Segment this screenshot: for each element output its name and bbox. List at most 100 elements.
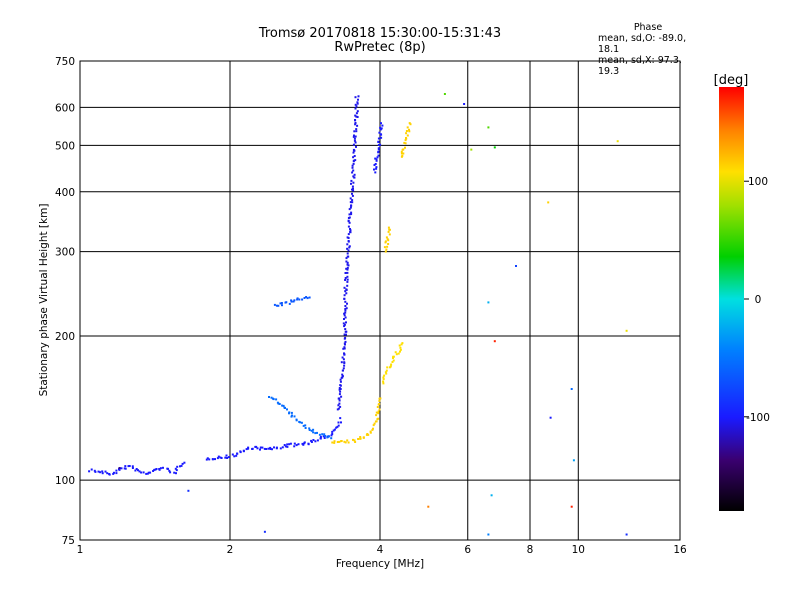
data-point [380, 133, 383, 136]
data-point [375, 411, 378, 414]
data-point [179, 465, 181, 468]
x-tick-label: 1 [77, 544, 84, 556]
data-point [283, 444, 286, 446]
data-point [344, 311, 347, 314]
data-point [347, 240, 350, 243]
data-point [233, 455, 236, 458]
data-point [175, 472, 177, 475]
data-point [346, 268, 349, 271]
data-point [408, 122, 411, 125]
data-point [310, 441, 313, 443]
data-point [350, 204, 353, 207]
data-point [271, 397, 274, 400]
data-point [112, 472, 115, 475]
data-point [341, 356, 344, 359]
data-point [326, 436, 329, 439]
data-point [279, 302, 282, 305]
data-point [377, 140, 380, 143]
data-point [408, 130, 411, 133]
data-point [225, 454, 228, 457]
data-point [547, 201, 550, 204]
data-point [352, 143, 355, 146]
data-point [379, 126, 382, 129]
data-point [328, 435, 331, 438]
data-point [357, 98, 359, 101]
x-tick-label: 2 [227, 544, 234, 556]
data-point [259, 446, 262, 449]
plot-frame [79, 60, 681, 541]
data-point [402, 148, 405, 151]
data-point [388, 233, 391, 236]
data-point [288, 302, 291, 305]
data-point [342, 358, 345, 361]
data-point [372, 427, 374, 430]
data-point [379, 143, 382, 146]
data-point [399, 348, 402, 351]
data-point [137, 469, 139, 472]
data-point [380, 122, 382, 125]
data-point [275, 398, 278, 401]
data-point [356, 101, 359, 104]
data-point [382, 380, 385, 383]
data-point [380, 136, 383, 139]
data-point [140, 471, 143, 474]
phase-legend-o-mode: mean, sd,O: -89.0, 18.1 [598, 33, 687, 55]
data-point [314, 432, 317, 435]
data-point [281, 304, 283, 307]
data-point [355, 112, 358, 115]
data-point [394, 351, 397, 354]
data-point [277, 304, 280, 307]
data-point [344, 279, 347, 281]
data-point [335, 426, 338, 429]
data-point [128, 465, 131, 467]
data-point [362, 436, 365, 439]
phase-legend-title: Phase [633, 22, 663, 33]
data-point [351, 166, 354, 169]
data-point [290, 411, 293, 414]
data-point [118, 468, 120, 471]
data-point [346, 278, 349, 281]
data-point [390, 363, 393, 366]
data-point [208, 458, 211, 461]
data-point [346, 280, 349, 283]
data-point [515, 265, 517, 267]
data-point [352, 148, 355, 151]
data-point [383, 246, 386, 249]
data-point [355, 115, 358, 118]
data-point [159, 467, 162, 470]
data-point [261, 446, 264, 449]
data-point [226, 457, 229, 459]
data-point [333, 440, 336, 443]
data-point [162, 466, 164, 469]
data-point [344, 441, 347, 444]
data-point [339, 378, 342, 381]
data-point [353, 439, 356, 442]
data-point [316, 439, 319, 442]
data-point [408, 128, 410, 131]
data-point [101, 472, 104, 475]
data-point [343, 347, 346, 350]
data-point [355, 145, 357, 148]
data-point [336, 441, 339, 443]
data-point [384, 250, 387, 253]
data-point [367, 433, 370, 436]
data-point [345, 321, 347, 324]
data-point [298, 298, 301, 301]
data-point [359, 436, 362, 438]
data-point [378, 131, 381, 134]
data-point [399, 350, 401, 353]
data-point [387, 226, 390, 229]
data-point [344, 305, 347, 307]
data-point [286, 443, 289, 446]
data-point [331, 433, 334, 435]
data-point [346, 252, 349, 255]
data-point [354, 107, 357, 110]
data-point [308, 427, 311, 430]
data-point [346, 266, 349, 269]
data-point [242, 449, 245, 452]
data-point [343, 325, 346, 328]
data-point [304, 427, 307, 429]
data-point [392, 357, 394, 359]
data-point [463, 103, 466, 105]
data-point [231, 453, 234, 456]
